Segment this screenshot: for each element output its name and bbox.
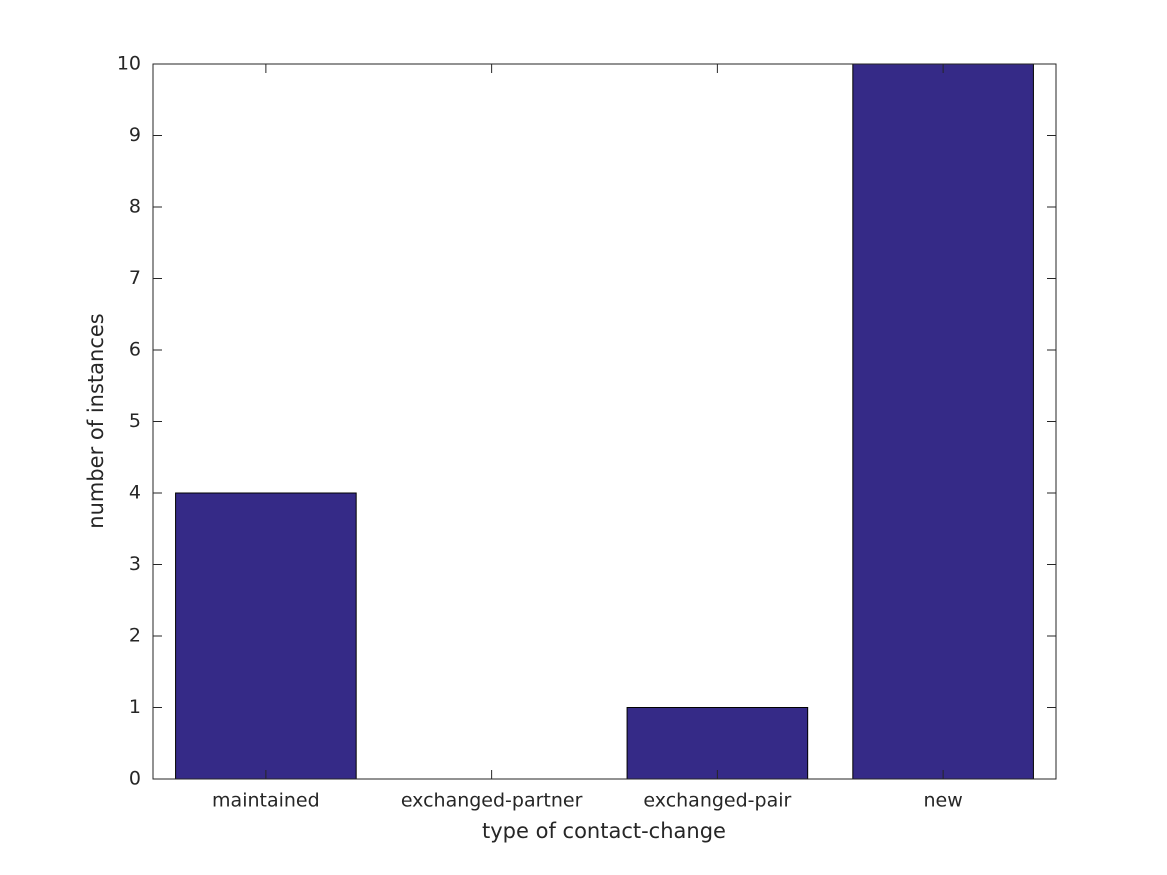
bar [852,63,1034,780]
y-tick-label: 10 [117,53,141,75]
bar [626,707,809,780]
x-tick-label: new [923,790,962,812]
x-tick-label: exchanged-pair [643,790,791,812]
y-tick-label: 5 [129,410,141,432]
y-tick-label: 8 [129,196,141,218]
y-tick-label: 6 [129,339,141,361]
y-tick-label: 1 [129,696,141,718]
y-tick-label: 9 [129,124,141,146]
x-tick-label: exchanged-partner [401,790,583,812]
y-tick-label: 2 [129,625,141,647]
y-tick-label: 0 [129,768,141,790]
y-axis-label: number of instances [84,313,108,528]
x-axis-label: type of contact-change [482,819,726,843]
y-tick-label: 7 [129,267,141,289]
bar [175,492,357,780]
x-tick-label: maintained [212,790,320,812]
y-tick-label: 3 [129,553,141,575]
y-tick-label: 4 [129,482,141,504]
